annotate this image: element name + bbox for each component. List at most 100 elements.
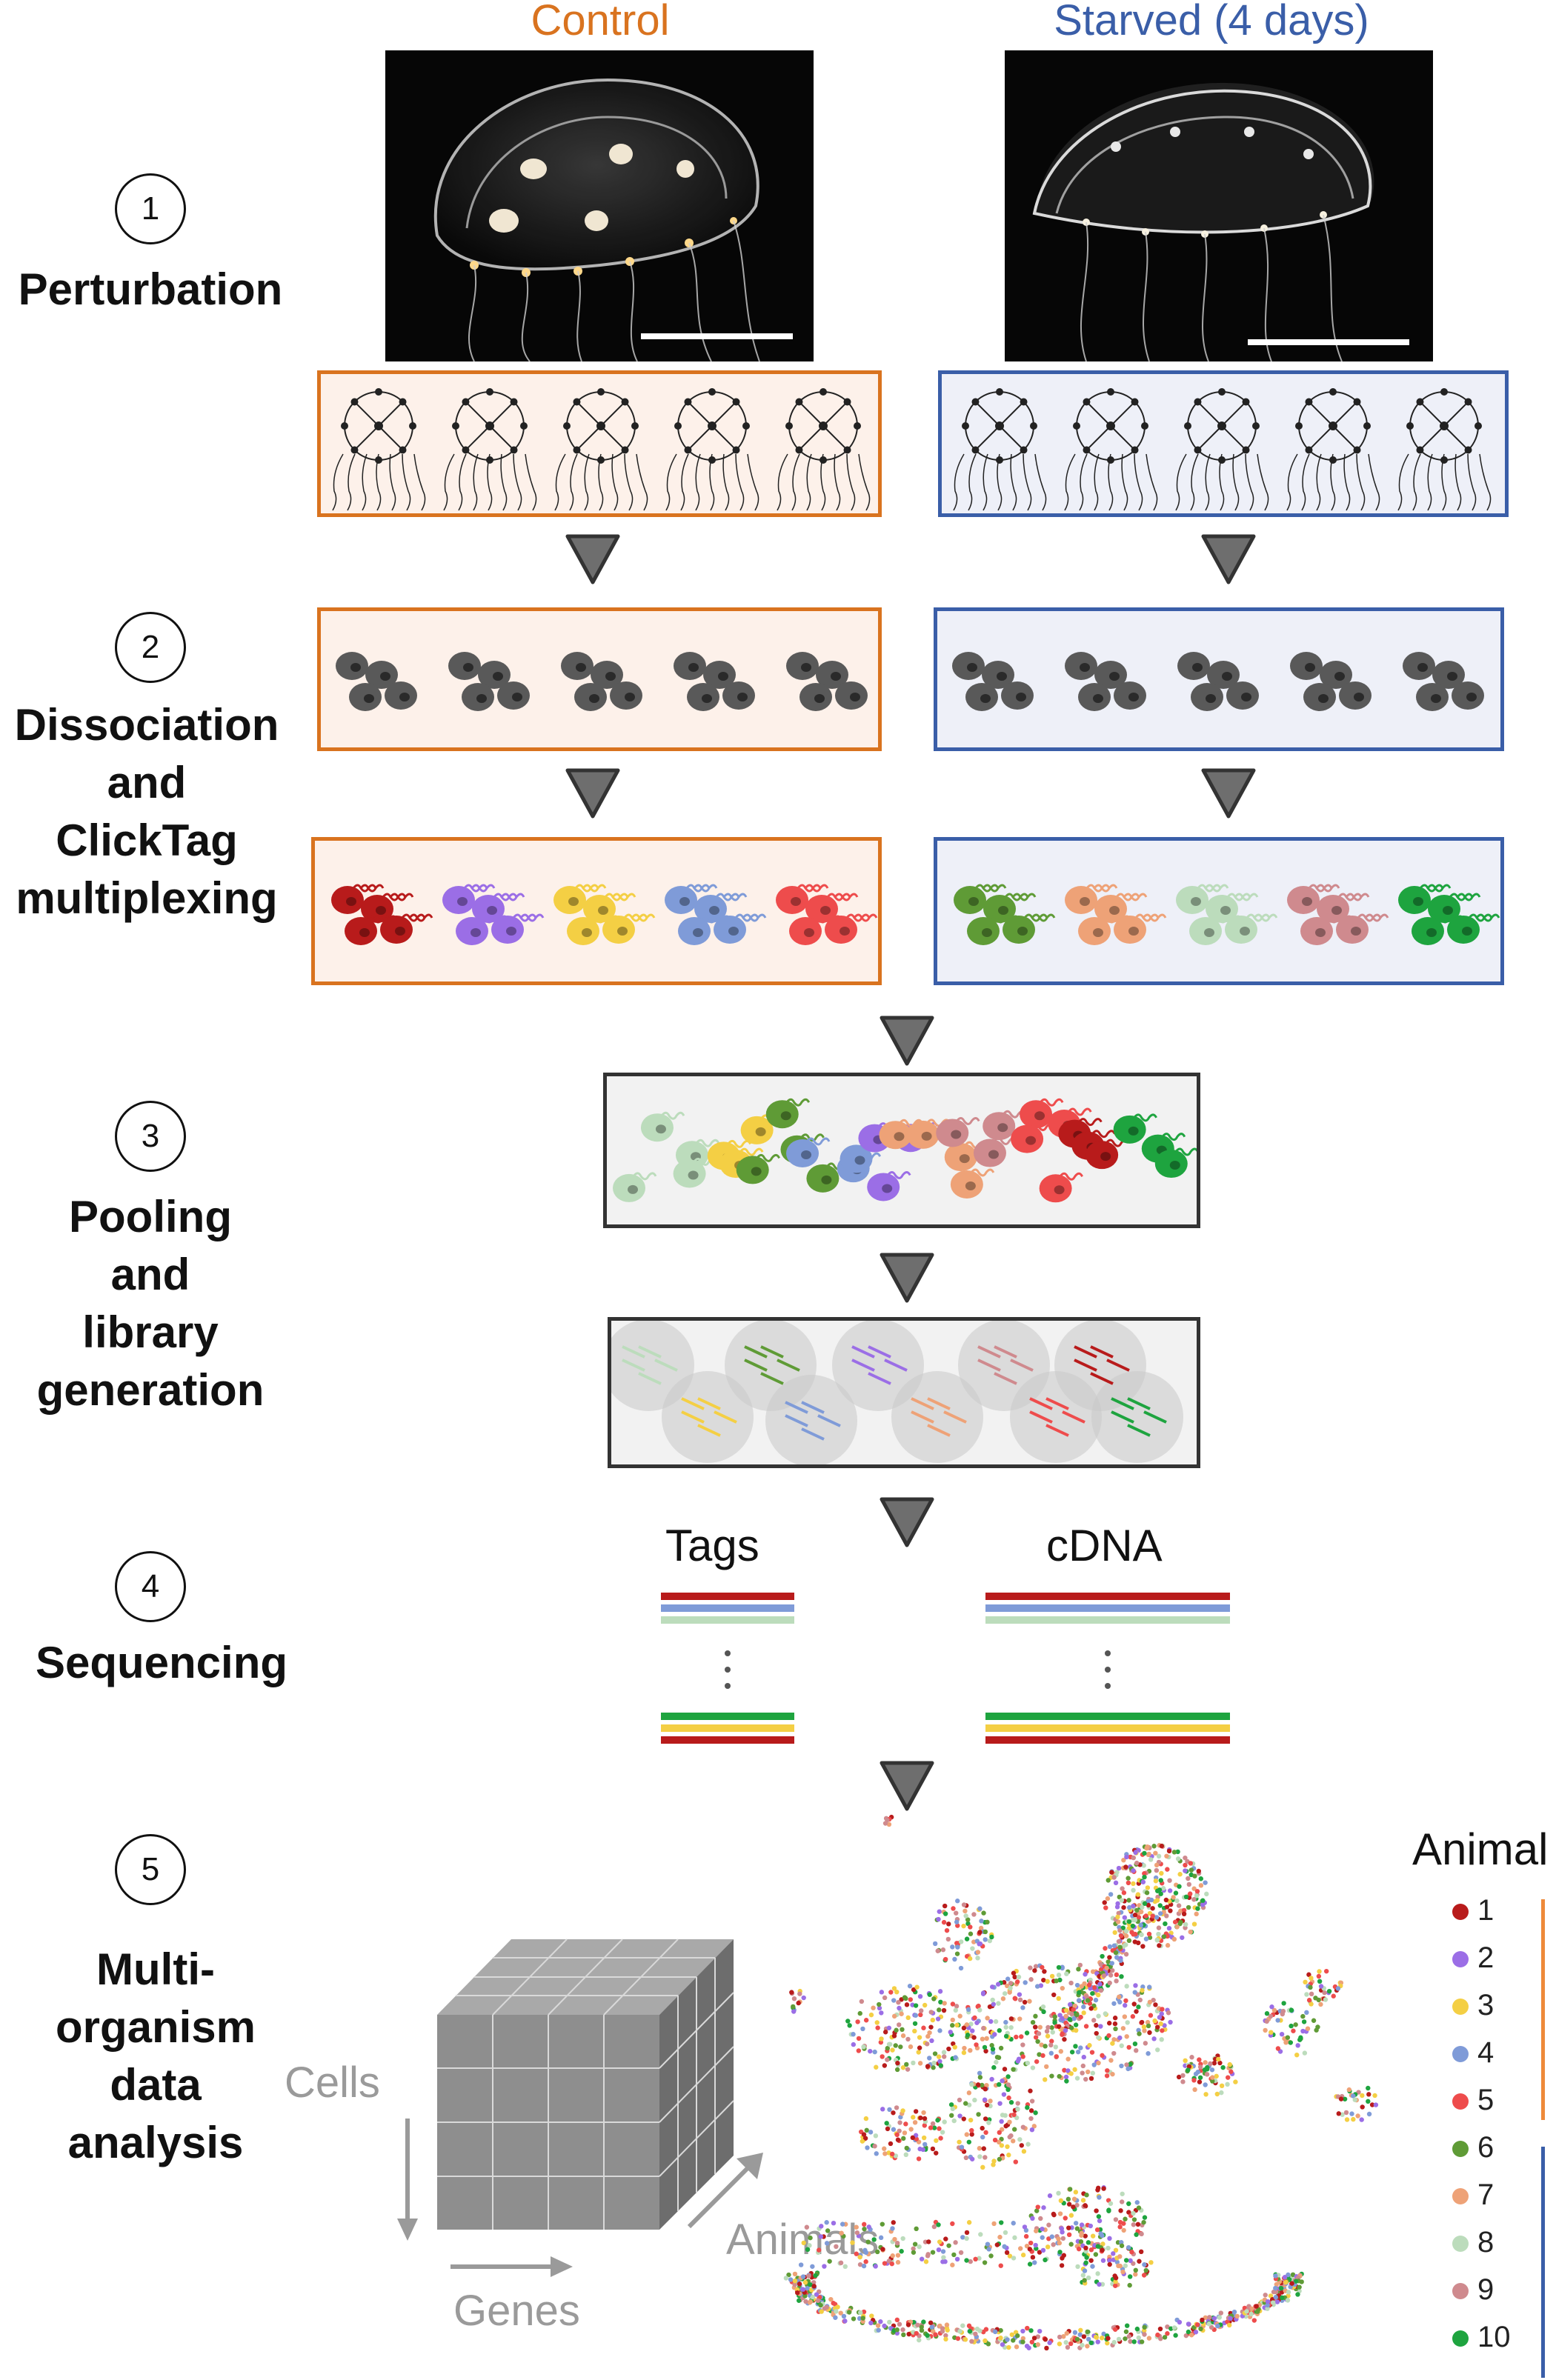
umap-point [943,2336,948,2342]
umap-point [818,2234,824,2239]
library-read [994,1345,1017,1359]
umap-point [1181,1911,1187,1917]
umap-point [1020,2336,1026,2341]
umap-point [1218,2310,1223,2316]
umap-point [1192,2087,1197,2093]
pooled-cell [740,1116,774,1144]
umap-point [1153,1879,1159,1884]
umap-point [1167,1878,1172,1883]
umap-point [971,2035,977,2040]
medusa-sketch [953,388,1047,511]
umap-point [1051,2212,1057,2218]
umap-point [1123,1942,1128,1947]
umap-point [920,2147,926,2153]
umap-point [1197,2075,1203,2080]
umap-point [1047,2193,1053,2199]
cell [1339,681,1372,710]
umap-point [1215,2323,1220,2329]
umap-point [941,2007,947,2013]
clicktag-strand [382,893,407,901]
umap-point [1067,2187,1073,2192]
umap-point [810,2264,815,2269]
umap-point [1098,1961,1103,1967]
umap-point [1085,1998,1091,2003]
umap-point [1020,2328,1025,2334]
clicktag-strand [1253,913,1278,922]
tagged-cell [665,886,697,914]
umap-point [1059,2226,1065,2231]
umap-point [977,2070,983,2076]
tagged-cell [1412,917,1444,945]
umap-point [957,2329,962,2334]
umap-point [842,2319,848,2324]
cell [1226,681,1259,710]
umap-point [1178,1908,1183,1913]
library-read [1010,1359,1034,1372]
umap-point [995,1981,1001,1987]
legend-item: 7 [1452,2176,1534,2213]
umap-point [983,2155,988,2160]
umap-point [862,2136,868,2141]
umap-point [1323,1997,1329,2002]
umap-point [1022,2224,1028,2230]
umap-point [1097,2195,1102,2200]
tagged-cell [553,886,586,914]
umap-point [824,2241,830,2246]
cell [591,661,623,689]
control-medusa-sketches [332,388,871,511]
umap-point [1151,1844,1157,1849]
umap-point [1060,2230,1065,2235]
control-cells-panel [317,607,882,751]
umap-point [858,2310,863,2316]
legend-item: 2 [1452,1939,1534,1976]
clicktag-strand [722,893,748,901]
umap-point [1200,1898,1206,1903]
umap-point [1176,1903,1182,1908]
umap-point [1176,2074,1182,2080]
umap-point [921,2025,926,2030]
umap-point [1068,2213,1074,2218]
umap-point [1126,1880,1131,1886]
umap-point [803,2299,808,2304]
umap-point [1131,1903,1136,1909]
library-read [1074,1345,1097,1359]
clicktag-strand [1059,1172,1083,1181]
pooled-cell [640,1113,674,1142]
cell [349,683,382,711]
umap-point [950,2023,955,2028]
umap-point [1293,2279,1299,2284]
umap-point [1139,1932,1144,1938]
umap-point [1119,2043,1124,2048]
umap-point [938,2136,943,2141]
legend-item: 8 [1452,2224,1534,2261]
umap-point [1269,2004,1274,2010]
umap-point [879,2036,884,2041]
clicktag-strand [631,913,656,922]
umap-point [898,2114,903,2120]
legend-dot-icon [1452,2141,1469,2157]
umap-point [1096,2013,1101,2019]
umap-point [964,2230,970,2236]
legend-dot-icon [1452,1999,1469,2015]
umap-point [1263,2027,1268,2033]
umap-point [868,2130,874,2135]
legend-item: 10 [1452,2319,1534,2356]
umap-point [1194,1911,1199,1917]
umap-point [912,2120,918,2125]
umap-point [1097,2218,1103,2224]
down-arrow-icon [1201,768,1256,819]
umap-point [1164,1913,1169,1919]
umap-point [1159,1843,1165,1849]
umap-point [819,2309,824,2314]
umap-point [886,2041,892,2047]
clicktag-strand [476,915,502,924]
umap-point [1126,1919,1132,1924]
umap-point [1071,2007,1076,2013]
umap-point [1072,2003,1078,2009]
umap-point [1139,2231,1144,2237]
umap-point [1056,2236,1061,2241]
umap-point [1112,2327,1118,2332]
clicktag-strand [1321,915,1346,924]
umap-point [917,2337,922,2343]
umap-point [1109,1961,1114,1966]
